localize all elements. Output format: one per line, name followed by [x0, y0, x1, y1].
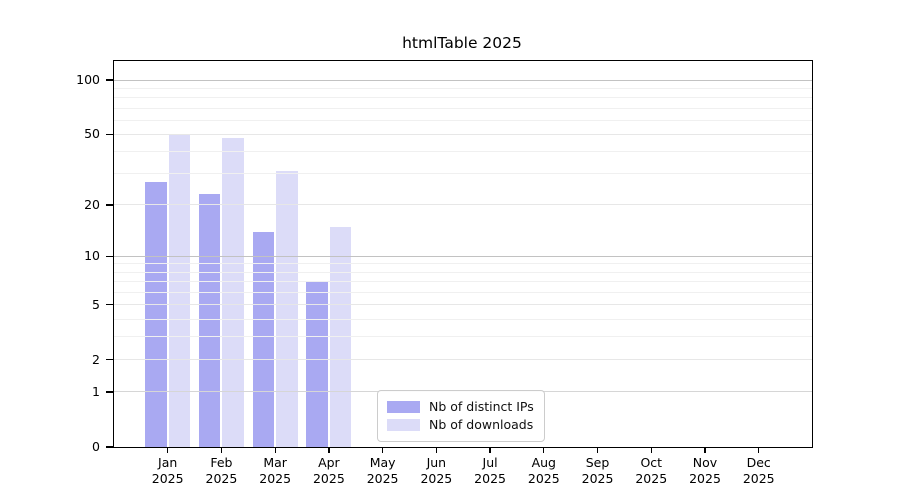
y-tick-mark — [105, 359, 113, 361]
y-tick-mark — [105, 79, 113, 81]
x-tick-mark — [758, 447, 760, 453]
x-tick-mark — [543, 447, 545, 453]
gridline-minor — [114, 119, 812, 121]
x-tick-mark — [435, 447, 437, 453]
gridline-major — [114, 255, 812, 257]
x-tick-mark — [328, 447, 330, 453]
gridline-minor — [114, 281, 812, 283]
legend-entry-downloads: Nb of downloads — [387, 416, 535, 433]
gridline-minor — [114, 87, 812, 89]
gridline-minor — [114, 107, 812, 109]
x-tick-mark — [274, 447, 276, 453]
x-tick-mark — [650, 447, 652, 453]
gridline-minor — [114, 263, 812, 265]
x-tick-label: Sep 2025 — [581, 455, 614, 486]
x-tick-label: Feb 2025 — [205, 455, 238, 486]
gridline-minor — [114, 271, 812, 273]
y-tick-label: 2 — [92, 351, 100, 367]
y-tick-label: 0 — [92, 439, 100, 454]
x-tick-mark — [596, 447, 599, 453]
x-tick-label: Mar 2025 — [259, 455, 292, 486]
gridline — [114, 133, 812, 135]
y-tick-label: 50 — [84, 126, 100, 142]
x-tick-mark — [489, 447, 491, 453]
y-tick-label: 5 — [92, 296, 100, 312]
y-tick-label: 20 — [84, 196, 100, 212]
legend-entry-distinct-ips: Nb of distinct IPs — [387, 398, 535, 415]
gridline — [114, 304, 812, 306]
y-tick-label: 10 — [84, 248, 100, 264]
bar-distinct-ips — [198, 194, 221, 447]
bar-distinct-ips — [145, 182, 167, 447]
legend: Nb of distinct IPs Nb of downloads — [377, 390, 545, 442]
x-tick-label: Dec 2025 — [742, 455, 775, 486]
y-tick-mark — [105, 255, 113, 257]
y-tick-mark — [105, 204, 113, 206]
gridline — [114, 204, 812, 206]
legend-label-distinct-ips: Nb of distinct IPs — [429, 399, 534, 414]
x-tick-label: Jul 2025 — [474, 455, 506, 486]
gridline — [114, 359, 812, 361]
x-tick-mark — [704, 447, 706, 453]
gridline-minor — [114, 173, 812, 175]
gridline-minor — [114, 97, 812, 99]
bar-distinct-ips — [252, 231, 275, 447]
x-tick-label: Aug 2025 — [527, 455, 560, 486]
y-tick-label: 1 — [92, 383, 100, 399]
x-tick-mark — [167, 447, 169, 453]
y-tick-label: 100 — [76, 72, 100, 87]
y-tick-mark — [105, 303, 113, 306]
legend-swatch-downloads — [387, 418, 420, 431]
plot-area: Nb of distinct IPs Nb of downloads 100 50… — [76, 60, 813, 486]
x-tick-label: Nov 2025 — [689, 455, 721, 486]
legend-label-downloads: Nb of downloads — [429, 417, 534, 432]
bar-downloads — [276, 171, 298, 447]
chart-title: htmlTable 2025 — [402, 34, 522, 52]
gridline-major — [114, 79, 812, 81]
x-tick-label: May 2025 — [366, 455, 399, 486]
y-tick-mark — [105, 391, 113, 393]
x-tick-mark — [220, 447, 223, 453]
legend-swatch-distinct-ips — [387, 400, 420, 413]
x-tick-label: Oct 2025 — [635, 455, 668, 486]
y-tick-mark — [105, 133, 113, 135]
x-tick-label: Apr 2025 — [312, 455, 345, 486]
gridline-minor — [114, 291, 812, 293]
x-tick-mark — [381, 447, 384, 453]
gridline-minor — [114, 336, 812, 338]
y-tick-mark — [105, 446, 113, 448]
bar-downloads — [168, 134, 191, 447]
gridline-minor — [114, 318, 812, 320]
bar-distinct-ips — [306, 281, 328, 447]
x-tick-label: Jan 2025 — [151, 455, 184, 486]
x-tick-label: Jun 2025 — [420, 455, 453, 486]
gridline-minor — [114, 151, 812, 153]
